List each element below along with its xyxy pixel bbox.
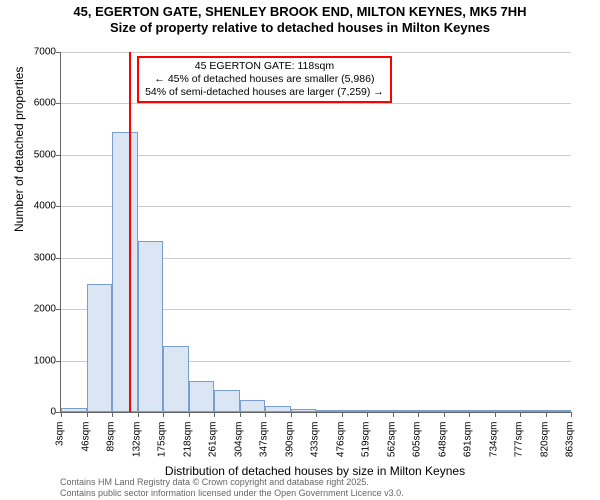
ytick-label: 6000 — [16, 98, 56, 109]
ytick-mark — [56, 103, 61, 104]
ytick-label: 2000 — [16, 304, 56, 315]
xtick-mark — [393, 412, 394, 417]
xtick-label: 304sqm — [233, 422, 244, 472]
ytick-label: 4000 — [16, 201, 56, 212]
ytick-label: 5000 — [16, 149, 56, 160]
xtick-mark — [189, 412, 190, 417]
xtick-label: 175sqm — [157, 422, 168, 472]
histogram-bar — [265, 406, 291, 412]
xtick-mark — [495, 412, 496, 417]
histogram-bar — [163, 346, 189, 412]
ytick-mark — [56, 52, 61, 53]
annotation-line: 45 EGERTON GATE: 118sqm — [145, 60, 384, 73]
histogram-bar — [393, 410, 419, 412]
xtick-mark — [316, 412, 317, 417]
caption-line-1: Contains HM Land Registry data © Crown c… — [60, 477, 404, 487]
xtick-mark — [163, 412, 164, 417]
xtick-mark — [418, 412, 419, 417]
histogram-bar — [316, 410, 342, 412]
histogram-bar — [112, 132, 138, 412]
plot-area: 45 EGERTON GATE: 118sqm← 45% of detached… — [60, 52, 571, 413]
xtick-label: 261sqm — [208, 422, 219, 472]
xtick-label: 863sqm — [565, 422, 576, 472]
xtick-mark — [87, 412, 88, 417]
histogram-bar — [469, 410, 495, 412]
reference-line — [129, 52, 131, 412]
annotation-box: 45 EGERTON GATE: 118sqm← 45% of detached… — [137, 56, 392, 103]
histogram-bar — [367, 410, 393, 412]
ytick-mark — [56, 309, 61, 310]
xtick-label: 734sqm — [488, 422, 499, 472]
histogram-bar — [418, 410, 444, 412]
histogram-bar — [240, 400, 266, 412]
footer-caption: Contains HM Land Registry data © Crown c… — [60, 477, 404, 498]
xtick-mark — [265, 412, 266, 417]
xtick-label: 777sqm — [514, 422, 525, 472]
xtick-label: 218sqm — [182, 422, 193, 472]
histogram-bar — [138, 241, 164, 412]
annotation-line: ← 45% of detached houses are smaller (5,… — [145, 73, 384, 86]
xtick-mark — [342, 412, 343, 417]
chart-container: 45, EGERTON GATE, SHENLEY BROOK END, MIL… — [0, 0, 600, 500]
xtick-label: 562sqm — [386, 422, 397, 472]
xtick-label: 519sqm — [361, 422, 372, 472]
xtick-mark — [112, 412, 113, 417]
histogram-bar — [495, 410, 521, 412]
xtick-mark — [214, 412, 215, 417]
xtick-label: 648sqm — [437, 422, 448, 472]
xtick-mark — [240, 412, 241, 417]
ytick-mark — [56, 361, 61, 362]
gridline — [61, 155, 571, 156]
xtick-label: 132sqm — [131, 422, 142, 472]
gridline — [61, 206, 571, 207]
gridline — [61, 52, 571, 53]
histogram-bar — [87, 284, 113, 412]
histogram-bar — [444, 410, 470, 412]
xtick-label: 390sqm — [284, 422, 295, 472]
xtick-mark — [520, 412, 521, 417]
xtick-label: 476sqm — [335, 422, 346, 472]
ytick-mark — [56, 258, 61, 259]
ytick-label: 1000 — [16, 355, 56, 366]
xtick-label: 820sqm — [539, 422, 550, 472]
histogram-bar — [189, 381, 215, 412]
xtick-mark — [469, 412, 470, 417]
xtick-mark — [291, 412, 292, 417]
gridline — [61, 103, 571, 104]
ytick-label: 0 — [16, 407, 56, 418]
caption-line-2: Contains public sector information licen… — [60, 488, 404, 498]
histogram-bar — [291, 409, 317, 412]
xtick-mark — [61, 412, 62, 417]
xtick-mark — [367, 412, 368, 417]
histogram-bar — [546, 410, 572, 412]
xtick-label: 3sqm — [55, 422, 66, 472]
xtick-mark — [571, 412, 572, 417]
ytick-mark — [56, 155, 61, 156]
xtick-label: 433sqm — [310, 422, 321, 472]
histogram-bar — [214, 390, 240, 412]
xtick-mark — [546, 412, 547, 417]
annotation-line: 54% of semi-detached houses are larger (… — [145, 86, 384, 99]
xtick-label: 89sqm — [106, 422, 117, 472]
xtick-mark — [138, 412, 139, 417]
xtick-label: 605sqm — [412, 422, 423, 472]
xtick-label: 46sqm — [80, 422, 91, 472]
chart-title: 45, EGERTON GATE, SHENLEY BROOK END, MIL… — [0, 0, 600, 37]
title-line-2: Size of property relative to detached ho… — [0, 20, 600, 36]
title-line-1: 45, EGERTON GATE, SHENLEY BROOK END, MIL… — [0, 4, 600, 20]
xtick-mark — [444, 412, 445, 417]
xtick-label: 691sqm — [463, 422, 474, 472]
histogram-bar — [342, 410, 368, 412]
ytick-label: 7000 — [16, 47, 56, 58]
histogram-bar — [520, 410, 546, 412]
ytick-label: 3000 — [16, 252, 56, 263]
ytick-mark — [56, 206, 61, 207]
xtick-label: 347sqm — [259, 422, 270, 472]
histogram-bar — [61, 408, 87, 412]
